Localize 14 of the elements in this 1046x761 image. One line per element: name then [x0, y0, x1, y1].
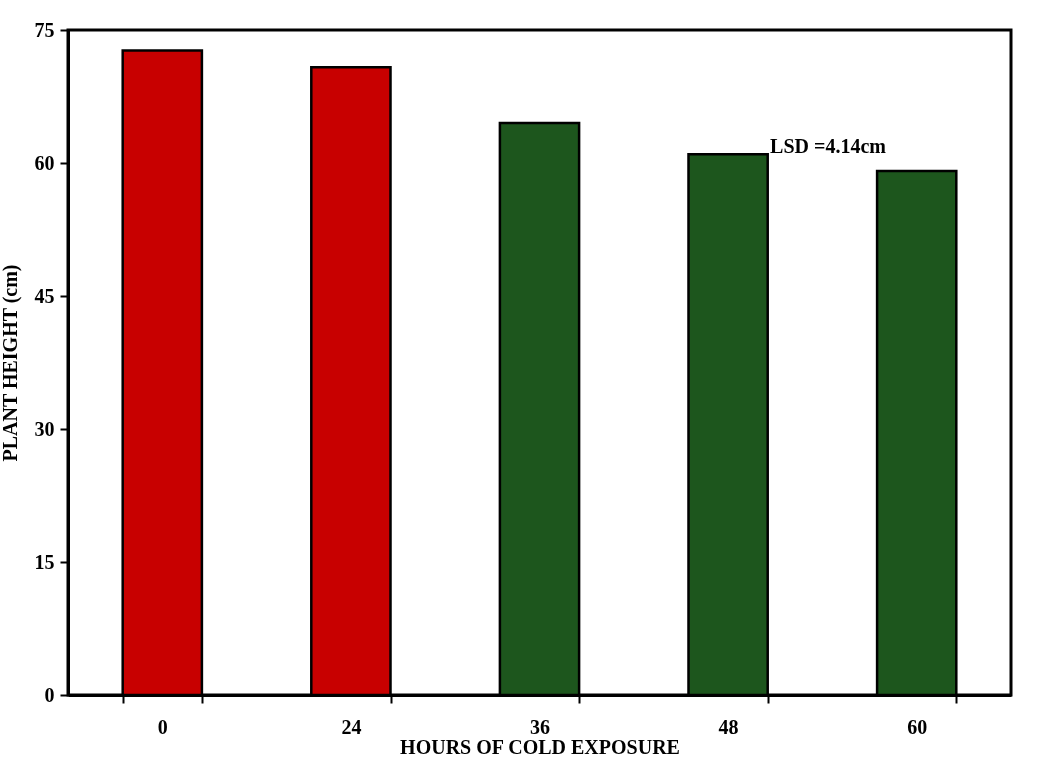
y-tick-label: 45 — [34, 284, 55, 307]
y-tick-label: 30 — [34, 417, 55, 440]
x-tick-label: 60 — [907, 715, 928, 738]
x-tick-label: 24 — [341, 715, 362, 738]
y-axis-title: PLANT HEIGHT (cm) — [0, 264, 22, 462]
x-tick-label: 36 — [530, 715, 550, 738]
x-tick-label: 0 — [157, 715, 168, 738]
y-tick-label: 0 — [44, 683, 55, 706]
x-axis-title: HOURS OF COLD EXPOSURE — [400, 735, 680, 758]
annotation: LSD =4.14cm — [770, 135, 887, 157]
y-tick-label: 75 — [34, 18, 55, 41]
y-tick-label: 60 — [34, 151, 55, 174]
x-tick-label: 48 — [718, 715, 739, 738]
y-tick-label: 15 — [34, 550, 55, 573]
